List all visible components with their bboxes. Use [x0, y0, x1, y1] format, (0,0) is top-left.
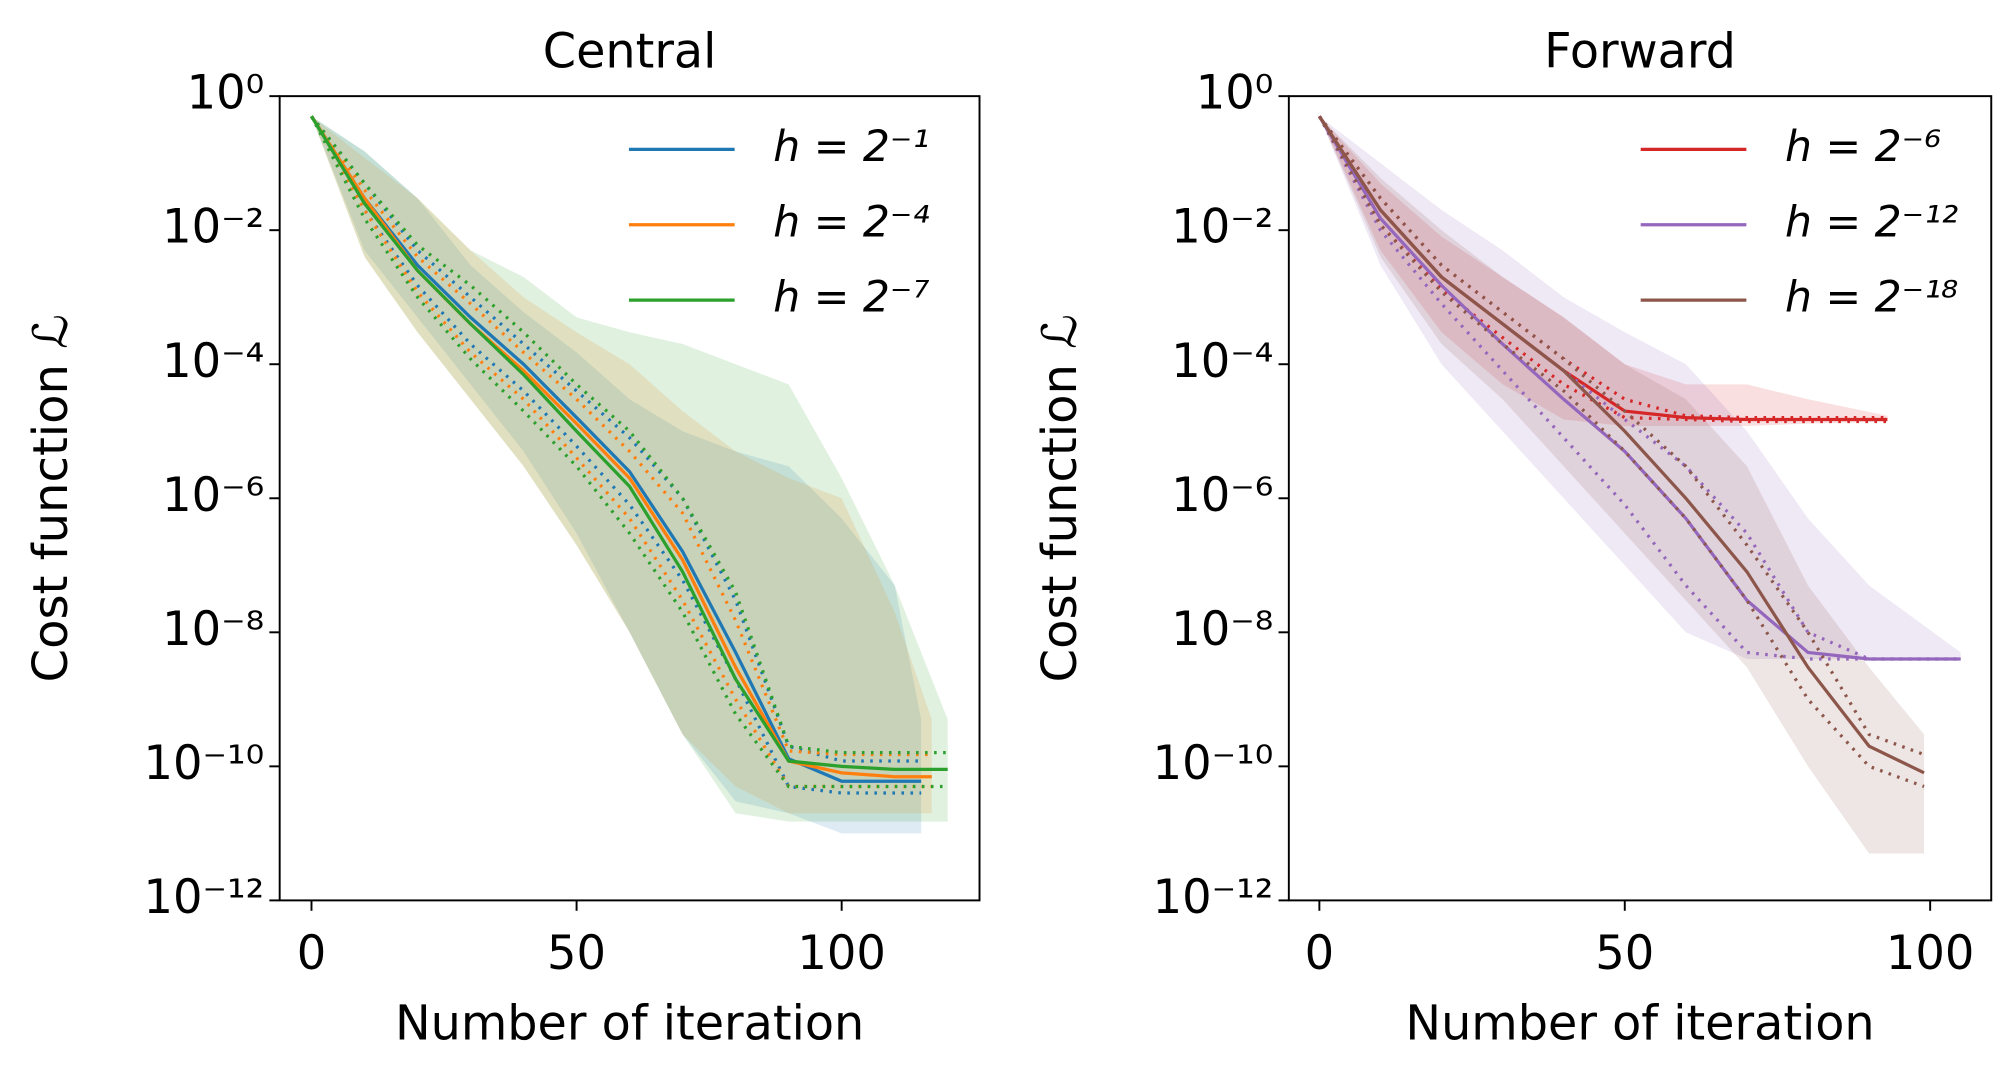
- median-line: [310, 115, 922, 783]
- x-tick-label: 50: [1595, 926, 1654, 980]
- x-tick-label: 100: [797, 926, 886, 980]
- plot-area: [310, 115, 948, 834]
- y-tick-label: 10⁻¹²: [1153, 870, 1274, 924]
- axes-frame: [1287, 95, 1993, 902]
- quartile-line: [310, 115, 922, 763]
- y-tick-label: 10⁻⁸: [162, 602, 264, 656]
- y-tick-label: 10⁻¹⁰: [1153, 736, 1274, 790]
- legend-label: h = 2⁻⁷: [773, 273, 929, 323]
- y-axis-label: Cost function ℒ: [24, 314, 79, 682]
- legend-label: h = 2⁻⁴: [773, 197, 929, 247]
- x-tick-label: 100: [1886, 926, 1975, 980]
- median-line: [1317, 115, 1961, 661]
- median-line: [1318, 115, 1925, 775]
- legend-label: h = 2⁻¹: [773, 122, 929, 172]
- x-tick-label: 50: [547, 926, 606, 980]
- axes-frame: [278, 95, 981, 902]
- range-band: [1319, 116, 1888, 426]
- legend-label: h = 2⁻⁶: [1785, 122, 1941, 172]
- y-tick-label: 10⁻⁶: [162, 468, 264, 522]
- quartile-line: [310, 115, 932, 757]
- x-axis-label: Number of iteration: [395, 996, 864, 1051]
- y-axis-label: Cost function ℒ: [1033, 314, 1088, 682]
- x-tick-label: 0: [297, 926, 327, 980]
- legend-label: h = 2⁻¹²: [1785, 197, 1958, 247]
- plot-area: [1317, 115, 1961, 854]
- y-tick-label: 10⁻⁴: [162, 334, 264, 388]
- x-tick-label: 0: [1305, 926, 1335, 980]
- quartile-line: [1317, 115, 1961, 661]
- legend-label: h = 2⁻¹⁸: [1785, 273, 1958, 323]
- quartile-line: [1317, 115, 1925, 789]
- chart-title: Central: [543, 24, 717, 79]
- y-tick-label: 10⁰: [187, 66, 265, 120]
- range-band: [311, 116, 948, 822]
- quartile-line: [310, 115, 948, 789]
- median-line: [310, 115, 948, 772]
- range-band: [1319, 116, 1961, 659]
- x-axis-label: Number of iteration: [1405, 996, 1874, 1051]
- y-tick-label: 10⁻¹²: [143, 870, 264, 924]
- y-tick-label: 10⁻⁴: [1171, 334, 1273, 388]
- y-tick-label: 10⁰: [1196, 66, 1274, 120]
- quartile-line: [310, 115, 922, 795]
- quartile-line: [1317, 115, 1888, 424]
- chart-title: Forward: [1544, 24, 1736, 79]
- y-tick-label: 10⁻²: [1171, 200, 1273, 254]
- quartile-line: [1318, 115, 1925, 757]
- y-tick-label: 10⁻⁶: [1171, 468, 1273, 522]
- y-tick-label: 10⁻⁸: [1171, 602, 1273, 656]
- y-tick-label: 10⁻¹⁰: [143, 736, 264, 790]
- y-tick-label: 10⁻²: [162, 200, 264, 254]
